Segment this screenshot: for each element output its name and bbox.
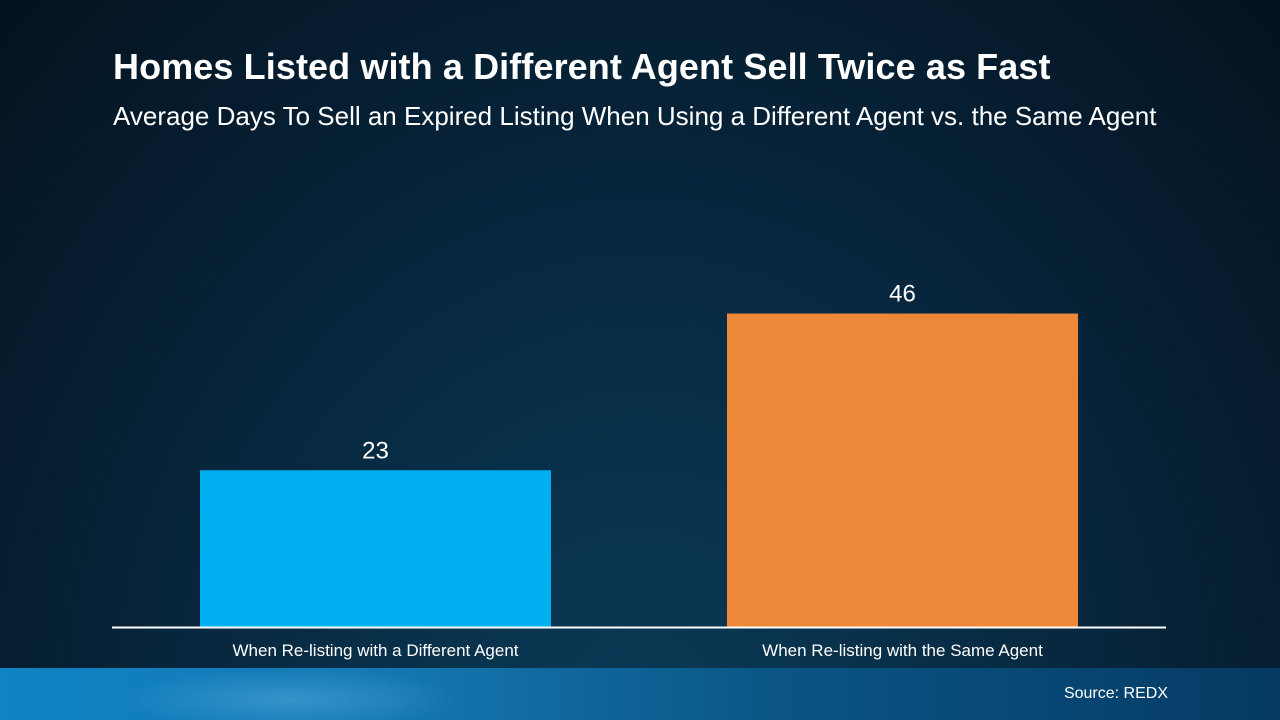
bar-2 [727,313,1078,627]
category-label-1: When Re-listing with a Different Agent [233,641,519,660]
data-label-2: 46 [889,281,916,308]
bar-1 [200,470,551,627]
category-label-2: When Re-listing with the Same Agent [762,641,1043,660]
source-note: Source: REDX [1063,685,1168,702]
footer-bar: Source: REDX [0,668,1280,720]
chart-title: Homes Listed with a Different Agent Sell… [113,46,1051,87]
chart-subtitle: Average Days To Sell an Expired Listing … [113,101,1157,131]
data-label-1: 23 [362,437,389,464]
footer-glow [120,668,460,720]
bar-chart: 23 When Re-listing with a Different Agent… [200,281,1078,660]
